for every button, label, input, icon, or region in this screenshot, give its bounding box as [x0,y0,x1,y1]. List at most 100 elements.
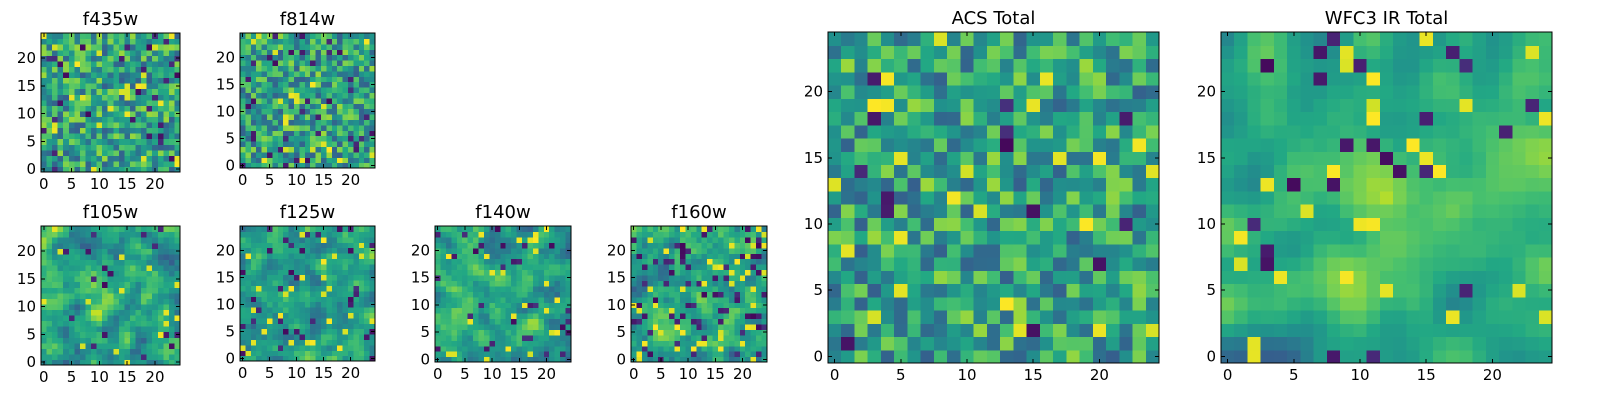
heatmap-cell [256,290,263,297]
heatmap-cell [1273,283,1288,298]
heatmap-cell [96,55,103,62]
heatmap-cell [854,190,869,205]
heatmap-cell [141,166,148,173]
heatmap-cell [85,314,92,322]
heatmap-cell [516,280,523,287]
heatmap-cell [168,331,176,338]
heatmap-cell [1393,323,1407,338]
heatmap-cell [79,281,87,288]
heatmap-cell [1079,84,1094,99]
heatmap-cell [1406,270,1421,285]
heatmap-cell [663,242,670,249]
axes-frame [40,32,181,173]
heatmap-cell [894,336,909,351]
heatmap-cell [331,355,338,362]
heatmap-cell [294,119,300,126]
heatmap-cell [549,253,556,260]
heatmap-cell [358,339,365,346]
heatmap-cell [57,105,64,112]
heatmap-cell [91,133,98,140]
heatmap-cell [85,144,92,151]
heatmap-cell [250,49,257,56]
heatmap-cell [500,296,507,303]
heatmap-cell [141,303,148,310]
heatmap-cell [505,226,512,233]
heatmap-cell [331,119,338,126]
heatmap-cell [337,97,344,104]
heatmap-cell [543,264,550,271]
heatmap-cell [1485,283,1500,298]
heatmap-cell [1234,230,1249,245]
heatmap-cell [369,236,376,243]
heatmap-cell [933,257,948,271]
heatmap-cell [74,276,81,283]
heatmap-cell [152,127,159,134]
heatmap-cell [267,124,273,131]
heatmap-cell [707,269,714,276]
heatmap-cell [146,149,153,156]
heatmap-cell [532,323,539,330]
heatmap-cell [283,124,290,131]
heatmap-cell [1287,190,1302,205]
x-tick-label: 5 [265,171,275,189]
heatmap-cell [1538,177,1553,192]
heatmap-cell [163,83,170,90]
heatmap-cell [102,127,109,134]
heatmap-cell [483,323,490,330]
heatmap-cell [102,264,109,272]
heatmap-cell [141,326,148,333]
heatmap-cell [79,242,87,249]
heatmap-cell [353,236,360,243]
heatmap-cell [91,226,98,233]
heatmap-cell [1000,71,1014,86]
heatmap-cell [712,340,719,347]
heatmap-cell [68,144,75,151]
heatmap-cell [364,141,371,147]
heatmap-cell [245,274,252,281]
heatmap-cell [85,149,92,156]
heatmap-cell [342,65,349,72]
heatmap-cell [113,331,120,338]
heatmap-cell [304,87,311,93]
heatmap-cell [146,110,153,117]
heatmap-cell [756,291,763,298]
heatmap-cell [701,264,708,271]
heatmap-cell [256,87,263,93]
heatmap-cell [522,242,529,249]
heatmap-cell [168,298,176,305]
heatmap-cell [337,135,344,142]
heatmap-cell [685,340,692,347]
heatmap-cell [41,237,48,244]
heatmap-cell [141,353,148,361]
y-tick-label: 20 [17,242,36,260]
heatmap-cell [669,269,676,276]
heatmap-cell [636,323,643,330]
heatmap-cell [1260,217,1275,232]
heatmap-cell [674,280,681,287]
heatmap-cell [1000,257,1014,271]
heatmap-cell [299,162,306,169]
heatmap-cell [240,114,246,120]
heatmap-cell [63,270,70,277]
heatmap-cell [267,60,273,66]
heatmap-cell [505,307,512,314]
heatmap-cell [669,253,676,260]
heatmap-cell [288,231,295,238]
heatmap-cell [168,121,176,129]
heatmap-cell [723,226,730,233]
heatmap-cell [174,60,181,67]
heatmap-cell [107,237,114,244]
heatmap-cell [353,124,360,131]
heatmap-cell [364,226,371,232]
heatmap-cell [353,242,360,249]
heatmap-cell [565,340,572,347]
heatmap-cell [261,328,268,335]
heatmap-cell [326,103,333,110]
heatmap-cell [1119,58,1134,73]
heatmap-cell [1446,310,1460,324]
heatmap-cell [102,33,109,40]
heatmap-cell [505,345,512,352]
heatmap-cell [1119,164,1134,179]
heatmap-cell [1000,336,1014,351]
heatmap-cell [91,353,98,361]
